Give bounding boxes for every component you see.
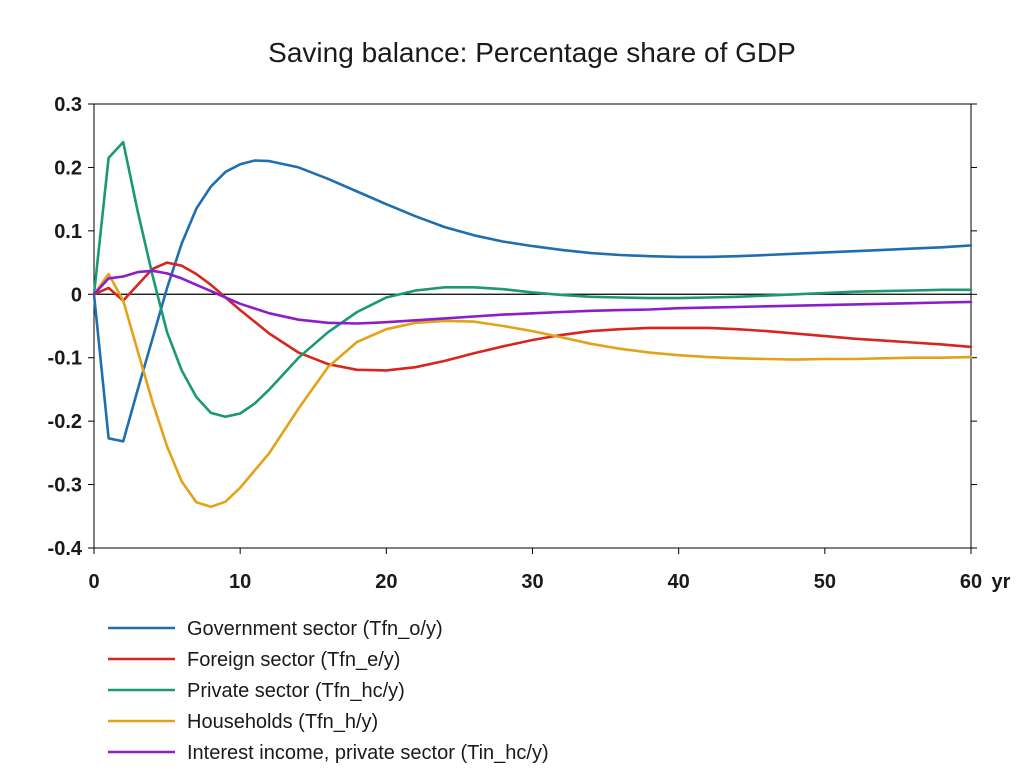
chart-title: Saving balance: Percentage share of GDP	[268, 37, 796, 68]
y-tick-label: -0.1	[48, 348, 82, 370]
x-axis-ticks: 0 10 20 30 40 50 60 yr	[88, 548, 1011, 593]
x-tick-label: 50	[814, 571, 836, 593]
plot-area-frame	[93, 103, 972, 549]
y-tick-label: -0.2	[48, 411, 82, 433]
y-tick-label: 0.1	[54, 221, 82, 243]
series-line-2	[92, 261, 973, 372]
series-lines	[92, 140, 973, 509]
legend-label: Private sector (Tfn_hc/y)	[187, 680, 405, 702]
y-tick-label: -0.3	[48, 475, 82, 497]
x-tick-label: 10	[229, 571, 251, 593]
legend-label: Interest income, private sector (Tin_hc/…	[187, 742, 549, 764]
y-tick-label: 0.2	[54, 157, 82, 179]
legend-label: Foreign sector (Tfn_e/y)	[187, 649, 400, 671]
x-tick-label: 60	[960, 571, 982, 593]
legend-label: Government sector (Tfn_o/y)	[187, 618, 443, 640]
y-tick-label: -0.4	[48, 538, 83, 560]
y-tick-label: 0	[71, 284, 82, 306]
y-axis-ticks: -0.4 -0.3 -0.2 -0.1 0 0.1 0.2 0.3	[48, 94, 977, 560]
x-tick-label: 30	[521, 571, 543, 593]
chart-legend: Government sector (Tfn_o/y) Foreign secto…	[108, 618, 549, 764]
series-line-4	[92, 272, 973, 509]
series-line-5	[92, 269, 973, 325]
x-tick-label: 0	[88, 571, 99, 593]
series-line-3	[92, 140, 973, 418]
legend-label: Households (Tfn_h/y)	[187, 711, 378, 733]
series-line-1	[92, 159, 973, 443]
x-tick-label: 40	[668, 571, 690, 593]
x-tick-label: 20	[375, 571, 397, 593]
x-axis-unit: yr	[992, 571, 1011, 593]
y-tick-label: 0.3	[54, 94, 82, 116]
